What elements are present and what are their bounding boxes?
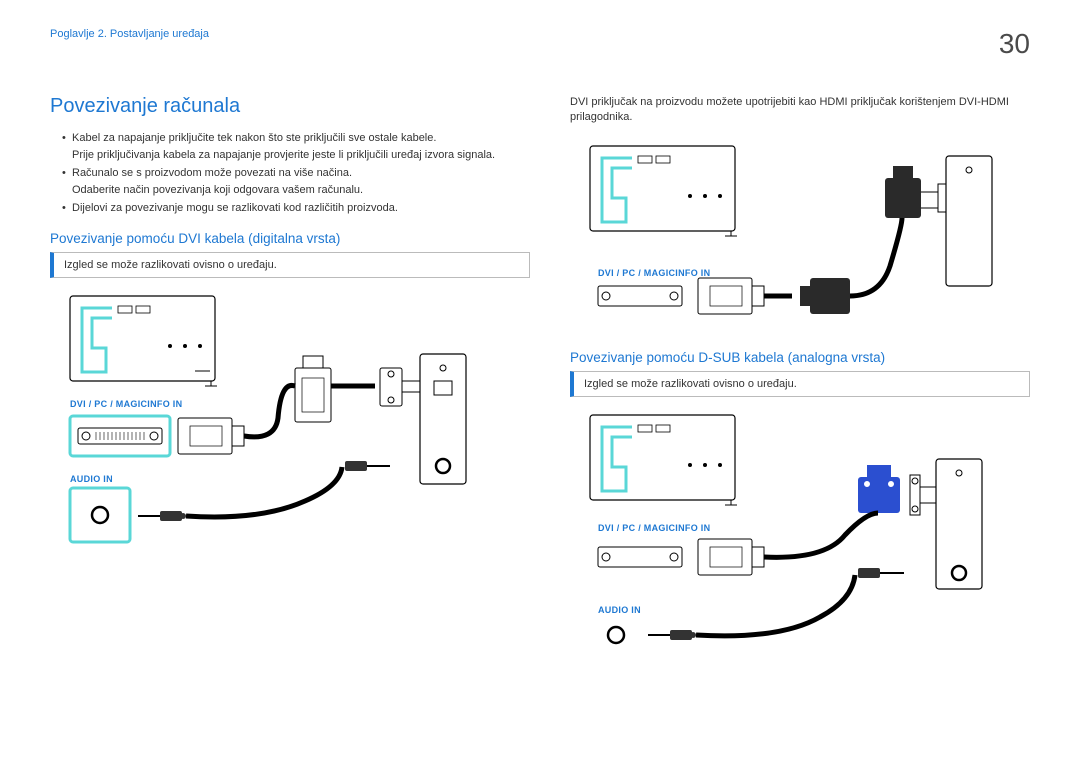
page-number: 30	[999, 28, 1030, 60]
bullet-item: Računalo se s proizvodom može povezati n…	[62, 165, 530, 198]
port-label-dvi: DVI / PC / MAGICINFO IN	[70, 399, 182, 409]
note-box: Izgled se može razlikovati ovisno o uređ…	[570, 371, 1030, 397]
bullet-text: Odaberite način povezivanja koji odgovar…	[72, 182, 530, 199]
subsection-title: Povezivanje pomoću DVI kabela (digitalna…	[50, 231, 530, 246]
port-label-audio: AUDIO IN	[70, 474, 113, 484]
port-label-dvi: DVI / PC / MAGICINFO IN	[598, 268, 710, 278]
bullet-text: Kabel za napajanje priključite tek nakon…	[72, 132, 436, 144]
diagram-dvi: DVI / PC / MAGICINFO IN AUDIO IN	[50, 286, 530, 566]
bullet-item: Dijelovi za povezivanje mogu se razlikov…	[62, 200, 530, 217]
intro-paragraph: DVI priključak na proizvodu možete upotr…	[570, 95, 1030, 126]
page-header: Poglavlje 2. Postavljanje uređaja 30	[50, 28, 1030, 60]
bullet-text: Dijelovi za povezivanje mogu se razlikov…	[72, 202, 398, 214]
chapter-label: Poglavlje 2. Postavljanje uređaja	[50, 28, 209, 40]
port-label-dvi: DVI / PC / MAGICINFO IN	[598, 523, 710, 533]
right-column: DVI priključak na proizvodu možete upotr…	[570, 95, 1030, 685]
content-area: Povezivanje računala Kabel za napajanje …	[50, 95, 1030, 685]
note-box: Izgled se može razlikovati ovisno o uređ…	[50, 252, 530, 278]
bullet-item: Kabel za napajanje priključite tek nakon…	[62, 130, 530, 163]
bullet-list: Kabel za napajanje priključite tek nakon…	[50, 130, 530, 217]
section-title: Povezivanje računala	[50, 95, 530, 118]
bullet-text: Prije priključivanja kabela za napajanje…	[72, 147, 530, 164]
left-column: Povezivanje računala Kabel za napajanje …	[50, 95, 530, 685]
bullet-text: Računalo se s proizvodom može povezati n…	[72, 167, 352, 179]
port-label-audio: AUDIO IN	[598, 605, 641, 615]
diagram-dsub: DVI / PC / MAGICINFO IN AUDIO IN	[570, 405, 1030, 685]
subsection-title: Povezivanje pomoću D-SUB kabela (analogn…	[570, 350, 1030, 365]
diagram-hdmi-adapter: DVI / PC / MAGICINFO IN	[570, 136, 1030, 336]
